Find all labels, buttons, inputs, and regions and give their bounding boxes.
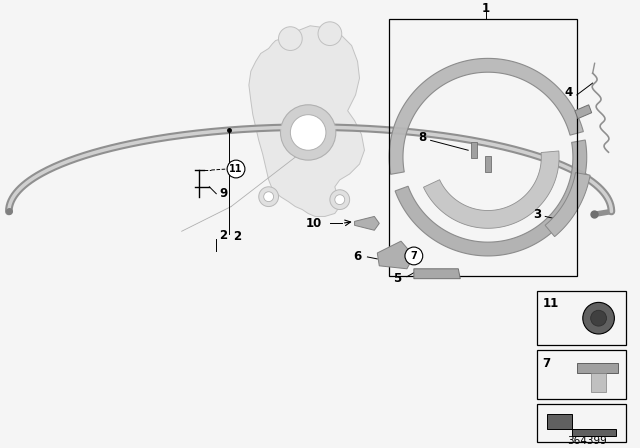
Text: 364399: 364399 [567,435,607,446]
Text: 2: 2 [220,228,227,242]
Circle shape [583,302,614,334]
Circle shape [335,195,345,205]
Circle shape [591,310,607,326]
Circle shape [278,27,302,51]
Text: 6: 6 [353,250,362,263]
Circle shape [259,187,278,207]
Polygon shape [424,151,559,228]
Bar [538,404,627,442]
Text: 9: 9 [220,187,227,200]
Bar [485,156,491,172]
Circle shape [318,22,342,46]
Text: 11: 11 [229,164,243,174]
Text: 10: 10 [306,217,322,230]
Text: 7: 7 [542,357,550,370]
Circle shape [405,247,423,265]
Circle shape [264,192,273,202]
Bar [538,350,627,399]
Polygon shape [355,216,380,230]
Circle shape [227,160,245,178]
Text: 3: 3 [533,208,541,221]
Polygon shape [378,241,414,269]
Polygon shape [547,414,616,436]
Polygon shape [591,373,607,392]
Text: 5: 5 [393,272,401,285]
Polygon shape [414,269,460,279]
Text: 4: 4 [564,86,573,99]
Circle shape [291,115,326,150]
Polygon shape [575,105,591,119]
Bar [389,19,577,276]
Polygon shape [249,26,364,216]
Polygon shape [395,140,587,256]
Text: 1: 1 [482,3,490,16]
Circle shape [280,105,336,160]
Text: 2: 2 [233,230,241,243]
Text: 11: 11 [542,297,559,310]
Polygon shape [577,362,618,373]
Text: 8: 8 [419,131,427,144]
Bar [538,290,627,345]
Polygon shape [545,172,590,237]
Polygon shape [389,58,584,174]
Text: 7: 7 [410,251,417,261]
Circle shape [330,190,349,210]
Bar [471,142,477,158]
